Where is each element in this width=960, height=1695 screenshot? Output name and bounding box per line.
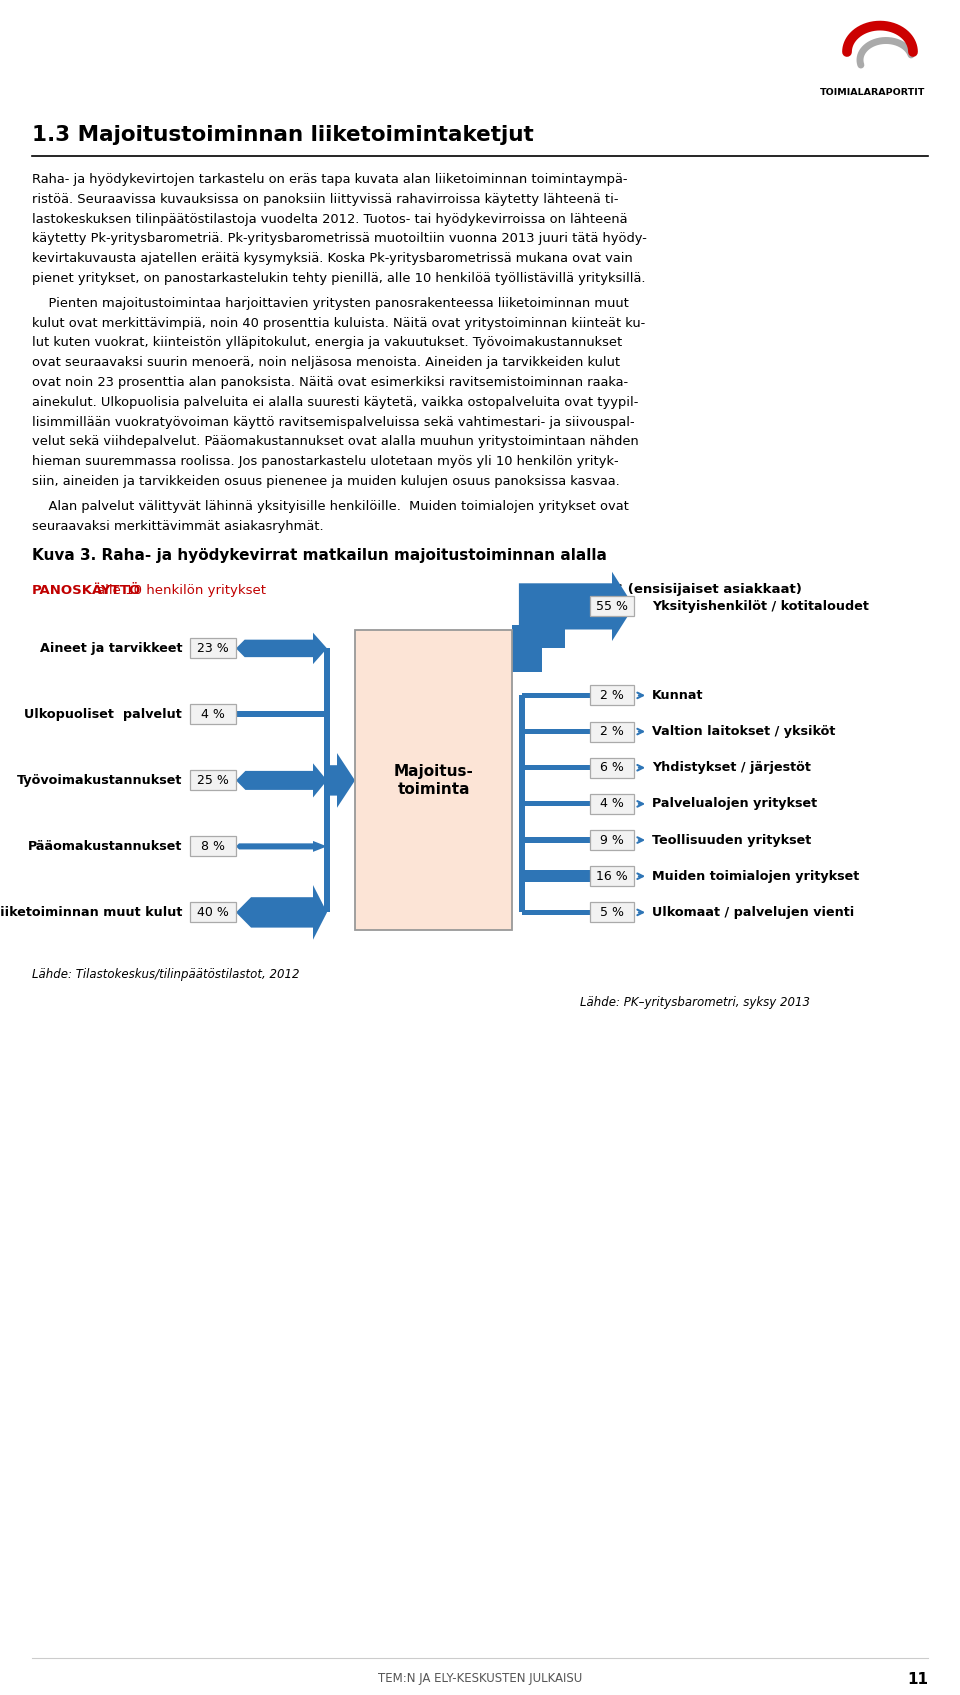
Text: 55 %: 55 % [596, 600, 628, 614]
Text: Ulkopuoliset  palvelut: Ulkopuoliset palvelut [24, 709, 182, 720]
Text: lisimmillään vuokratyövoiman käyttö ravitsemispalveluissa sekä vahtimestari- ja : lisimmillään vuokratyövoiman käyttö ravi… [32, 415, 635, 429]
Text: Ulkomaat / palvelujen vienti: Ulkomaat / palvelujen vienti [652, 905, 854, 919]
Text: TEM:N JA ELY-KESKUSTEN JULKAISU: TEM:N JA ELY-KESKUSTEN JULKAISU [378, 1671, 582, 1685]
Text: Yhdistykset / järjestöt: Yhdistykset / järjestöt [652, 761, 811, 775]
FancyBboxPatch shape [590, 722, 634, 742]
Text: 4 %: 4 % [600, 797, 624, 810]
Polygon shape [522, 693, 590, 698]
FancyBboxPatch shape [190, 639, 236, 658]
FancyBboxPatch shape [590, 597, 634, 617]
Text: lut kuten vuokrat, kiinteistön ylläpitokulut, energia ja vakuutukset. Työvoimaku: lut kuten vuokrat, kiinteistön ylläpitok… [32, 336, 622, 349]
Polygon shape [236, 712, 325, 717]
Text: Alan palvelut välittyvät lähinnä yksityisille henkilöille.  Muiden toimialojen y: Alan palvelut välittyvät lähinnä yksityi… [32, 500, 629, 514]
Text: 1.3 Majoitustoiminnan liiketoimintaketjut: 1.3 Majoitustoiminnan liiketoimintaketju… [32, 125, 534, 146]
Polygon shape [236, 885, 327, 939]
Polygon shape [236, 763, 327, 798]
Text: TUOTOS (ensisijaiset asiakkaat): TUOTOS (ensisijaiset asiakkaat) [562, 583, 802, 597]
FancyBboxPatch shape [590, 902, 634, 922]
Text: ovat seuraavaksi suurin menoerä, noin neljäsosa menoista. Aineiden ja tarvikkeid: ovat seuraavaksi suurin menoerä, noin ne… [32, 356, 620, 370]
Text: Lähde: PK–yritysbarometri, syksy 2013: Lähde: PK–yritysbarometri, syksy 2013 [580, 997, 810, 1010]
Text: hieman suuremmassa roolissa. Jos panostarkastelu ulotetaan myös yli 10 henkilön : hieman suuremmassa roolissa. Jos panosta… [32, 456, 618, 468]
Polygon shape [512, 625, 542, 671]
Text: TOIMIALARAPORTIT: TOIMIALARAPORTIT [820, 88, 925, 97]
FancyBboxPatch shape [590, 793, 634, 814]
Text: Muiden toimialojen yritykset: Muiden toimialojen yritykset [652, 870, 859, 883]
Polygon shape [522, 870, 590, 883]
FancyBboxPatch shape [590, 758, 634, 778]
Text: Yksityishenkilöt / kotitaloudet: Yksityishenkilöt / kotitaloudet [652, 600, 869, 614]
Text: Kuva 3. Raha- ja hyödykevirrat matkailun majoitustoiminnan alalla: Kuva 3. Raha- ja hyödykevirrat matkailun… [32, 549, 607, 563]
Text: 2 %: 2 % [600, 725, 624, 737]
Polygon shape [519, 571, 634, 641]
FancyBboxPatch shape [590, 866, 634, 886]
FancyBboxPatch shape [355, 631, 512, 931]
Text: Lähde: Tilastokeskus/tilinpäätöstilastot, 2012: Lähde: Tilastokeskus/tilinpäätöstilastot… [32, 968, 300, 981]
Text: ristöä. Seuraavissa kuvauksissa on panoksiin liittyvissä rahavirroissa käytetty : ristöä. Seuraavissa kuvauksissa on panok… [32, 193, 618, 205]
Polygon shape [327, 753, 355, 809]
Text: 4 %: 4 % [201, 709, 225, 720]
FancyBboxPatch shape [590, 685, 634, 705]
Text: velut sekä viihdepalvelut. Pääomakustannukset ovat alalla muuhun yritystoimintaa: velut sekä viihdepalvelut. Pääomakustann… [32, 436, 638, 449]
Text: pienet yritykset, on panostarkastelukin tehty pienillä, alle 10 henkilöä työllis: pienet yritykset, on panostarkastelukin … [32, 271, 645, 285]
FancyBboxPatch shape [190, 836, 236, 856]
Text: seuraavaksi merkittävimmät asiakasryhmät.: seuraavaksi merkittävimmät asiakasryhmät… [32, 520, 324, 532]
Text: Aineet ja tarvikkeet: Aineet ja tarvikkeet [39, 642, 182, 654]
Text: siin, aineiden ja tarvikkeiden osuus pienenee ja muiden kulujen osuus panoksissa: siin, aineiden ja tarvikkeiden osuus pie… [32, 475, 620, 488]
Text: 8 %: 8 % [201, 841, 225, 853]
Text: Pääomakustannukset: Pääomakustannukset [28, 841, 182, 853]
Text: ovat noin 23 prosenttia alan panoksista. Näitä ovat esimerkiksi ravitsemistoimin: ovat noin 23 prosenttia alan panoksista.… [32, 376, 628, 388]
Text: Kunnat: Kunnat [652, 688, 704, 702]
Text: 5 %: 5 % [600, 905, 624, 919]
Text: ainekulut. Ulkopuolisia palveluita ei alalla suuresti käytetä, vaikka ostopalvel: ainekulut. Ulkopuolisia palveluita ei al… [32, 397, 638, 408]
Text: Raha- ja hyödykevirtojen tarkastelu on eräs tapa kuvata alan liiketoiminnan toim: Raha- ja hyödykevirtojen tarkastelu on e… [32, 173, 628, 186]
Text: 11: 11 [907, 1671, 928, 1687]
Polygon shape [519, 607, 565, 649]
FancyBboxPatch shape [590, 831, 634, 851]
Polygon shape [522, 764, 590, 770]
Polygon shape [236, 632, 327, 664]
Text: Liiketoiminnan muut kulut: Liiketoiminnan muut kulut [0, 905, 182, 919]
Text: Palvelualojen yritykset: Palvelualojen yritykset [652, 797, 817, 810]
Text: PANOSKÄYTTÖ: PANOSKÄYTTÖ [32, 585, 141, 597]
Text: lastokeskuksen tilinpäätöstilastoja vuodelta 2012. Tuotos- tai hyödykevirroissa : lastokeskuksen tilinpäätöstilastoja vuod… [32, 212, 628, 225]
Text: 40 %: 40 % [197, 905, 228, 919]
Text: Teollisuuden yritykset: Teollisuuden yritykset [652, 834, 811, 846]
Polygon shape [519, 695, 525, 912]
FancyBboxPatch shape [190, 902, 236, 922]
Polygon shape [522, 910, 590, 915]
Text: Pienten majoitustoimintaa harjoittavien yritysten panosrakenteessa liiketoiminna: Pienten majoitustoimintaa harjoittavien … [32, 297, 629, 310]
Text: 25 %: 25 % [197, 775, 228, 786]
Text: kulut ovat merkittävimpiä, noin 40 prosenttia kuluista. Näitä ovat yritystoiminn: kulut ovat merkittävimpiä, noin 40 prose… [32, 317, 645, 329]
Polygon shape [522, 837, 590, 844]
Text: käytetty Pk-yritysbarometriä. Pk-yritysbarometrissä muotoiltiin vuonna 2013 juur: käytetty Pk-yritysbarometriä. Pk-yritysb… [32, 232, 647, 246]
Text: Työvoimakustannukset: Työvoimakustannukset [16, 775, 182, 786]
Text: 6 %: 6 % [600, 761, 624, 775]
FancyBboxPatch shape [190, 771, 236, 790]
Text: 9 %: 9 % [600, 834, 624, 846]
Text: kevirtakuvausta ajatellen eräitä kysymyksiä. Koska Pk-yritysbarometrissä mukana : kevirtakuvausta ajatellen eräitä kysymyk… [32, 253, 633, 264]
Text: Majoitus-
toiminta: Majoitus- toiminta [394, 764, 473, 797]
FancyBboxPatch shape [190, 705, 236, 724]
Text: Valtion laitokset / yksiköt: Valtion laitokset / yksiköt [652, 725, 835, 737]
Polygon shape [522, 729, 590, 734]
Polygon shape [324, 649, 330, 912]
Text: 2 %: 2 % [600, 688, 624, 702]
Text: alle 10 henkilön yritykset: alle 10 henkilön yritykset [97, 585, 266, 597]
Polygon shape [522, 802, 590, 807]
Text: 16 %: 16 % [596, 870, 628, 883]
Text: 23 %: 23 % [197, 642, 228, 654]
Polygon shape [236, 841, 327, 853]
